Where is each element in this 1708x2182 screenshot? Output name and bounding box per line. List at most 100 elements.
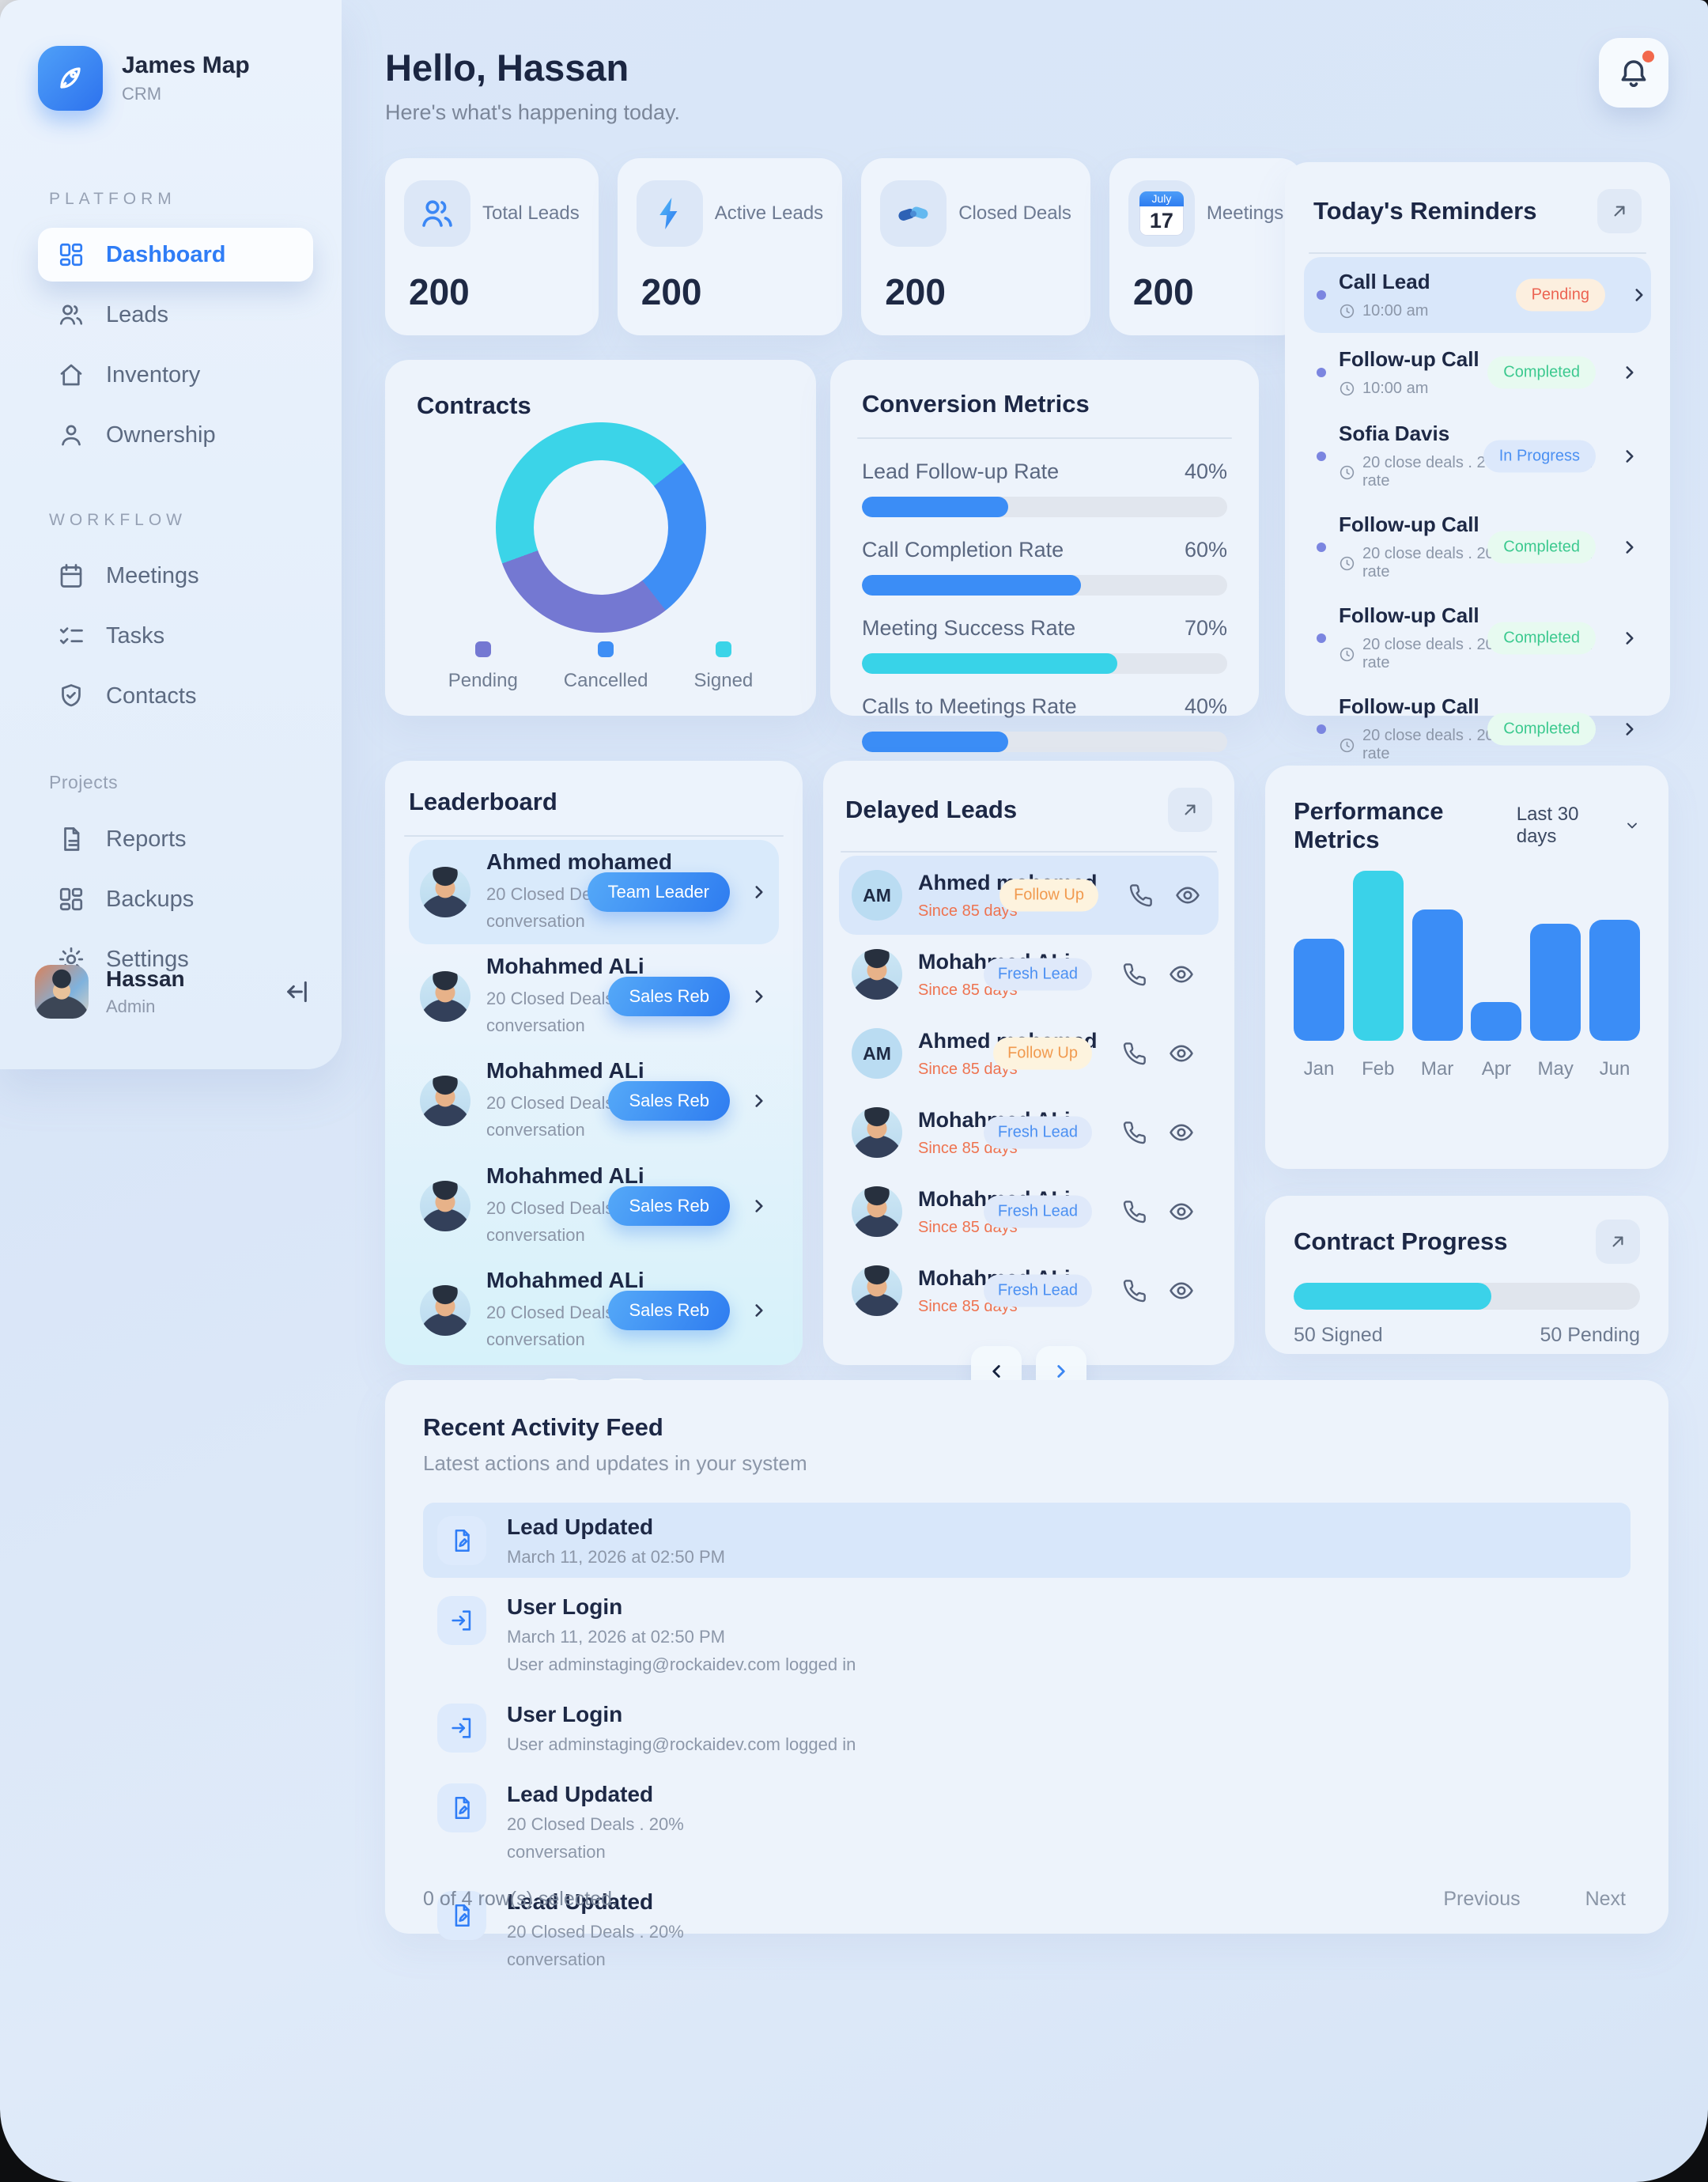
legend-item[interactable]: Cancelled <box>564 641 648 692</box>
phone-icon[interactable] <box>1122 1041 1147 1066</box>
chevron-right-icon[interactable] <box>749 986 769 1007</box>
perf-bar-column: Apr <box>1471 867 1522 1080</box>
sidebar-item[interactable]: Contacts <box>38 669 313 723</box>
lightning-icon <box>659 198 678 229</box>
chevron-right-icon[interactable] <box>1619 362 1640 383</box>
activity-item[interactable]: Lead Updated 20 Closed Deals . 20% conver… <box>423 1878 1631 1980</box>
open-delayed-leads-button[interactable] <box>1168 788 1212 832</box>
perf-bar[interactable] <box>1411 909 1463 1041</box>
notifications-button[interactable] <box>1599 38 1668 108</box>
user-profile[interactable]: Hassan Admin <box>35 965 315 1019</box>
date-range-select[interactable]: Last 30 days <box>1517 804 1640 848</box>
stat-value: 200 <box>640 271 702 312</box>
phone-icon[interactable] <box>1128 883 1154 908</box>
delayed-lead-row[interactable]: Mohahmed ALi Since 85 days Fresh Lead <box>845 1093 1212 1172</box>
sidebar-item[interactable]: Ownership <box>38 408 313 462</box>
legend-item[interactable]: Pending <box>448 641 518 692</box>
avatar <box>420 1284 470 1336</box>
reminder-item[interactable]: Follow-up Call 20 close deals . 20% Conv… <box>1313 501 1642 592</box>
handshake-icon <box>898 206 928 221</box>
bullet-dot <box>1317 451 1326 461</box>
activity-item[interactable]: User Login User adminstaging@rockaidev.c… <box>423 1690 1631 1765</box>
leaderboard-row[interactable]: Mohahmed ALi 20 Closed Deals . 20% conve… <box>409 1154 779 1258</box>
calendar-emoji-icon: July 17 <box>1139 191 1184 236</box>
activity-detail: 20 Closed Deals . 20% <box>507 1922 684 1942</box>
leaderboard-row[interactable]: Mohahmed ALi 20 Closed Deals . 20% conve… <box>409 1049 779 1153</box>
chevron-right-icon[interactable] <box>749 1196 769 1216</box>
chevron-right-icon[interactable] <box>1619 537 1640 558</box>
next-button[interactable]: Next <box>1581 1887 1631 1912</box>
delayed-lead-row[interactable]: Mohahmed ALi Since 85 days Fresh Lead <box>845 935 1212 1014</box>
activity-item[interactable]: Lead Updated 20 Closed Deals . 20% conver… <box>423 1770 1631 1873</box>
open-reminders-button[interactable] <box>1597 189 1642 233</box>
sidebar-item[interactable]: Settings <box>38 932 313 986</box>
reminder-item[interactable]: Call Lead 10:00 am Pending <box>1304 257 1651 333</box>
eye-icon[interactable] <box>1168 1040 1195 1067</box>
lead-status-badge: Fresh Lead <box>983 1195 1092 1228</box>
chevron-right-icon[interactable] <box>749 1091 769 1111</box>
reminder-item[interactable]: Follow-up Call 10:00 am Completed <box>1313 335 1642 410</box>
sidebar-item[interactable]: Dashboard <box>38 228 313 282</box>
stat-card[interactable]: July 17 Meetings 200 <box>1109 158 1303 335</box>
collapse-sidebar-icon[interactable] <box>283 976 315 1008</box>
sidebar-item[interactable]: Backups <box>38 872 313 926</box>
contract-progress-track <box>1294 1283 1640 1310</box>
previous-button[interactable]: Previous <box>1438 1887 1525 1912</box>
stat-card[interactable]: Closed Deals 200 <box>861 158 1090 335</box>
reminder-item[interactable]: Sofia Davis 20 close deals . 20% Convers… <box>1313 410 1642 501</box>
delayed-lead-row[interactable]: AM Ahmed mohamed Since 85 days Follow Up <box>839 856 1219 935</box>
open-contract-progress-button[interactable] <box>1596 1220 1640 1264</box>
eye-icon[interactable] <box>1168 1198 1195 1225</box>
chevron-right-icon[interactable] <box>749 1300 769 1321</box>
perf-plot: Jan Feb Mar Apr May Jun <box>1294 867 1640 1080</box>
leaderboard-row[interactable]: Mohahmed ALi 20 Closed Deals . 20% conve… <box>409 1258 779 1363</box>
eye-icon[interactable] <box>1168 1119 1195 1146</box>
chevron-right-icon[interactable] <box>1629 285 1649 305</box>
phone-icon[interactable] <box>1122 1278 1147 1303</box>
panel-title: Contracts <box>417 391 531 419</box>
eye-icon[interactable] <box>1174 882 1201 909</box>
phone-icon[interactable] <box>1122 962 1147 987</box>
activity-detail: conversation <box>507 1949 606 1969</box>
panel-title: Contract Progress <box>1294 1227 1508 1255</box>
activity-item[interactable]: Lead Updated March 11, 2026 at 02:50 PM <box>423 1503 1631 1578</box>
eye-icon[interactable] <box>1168 961 1195 988</box>
contracts-donut[interactable] <box>495 422 706 633</box>
reminder-item[interactable]: Follow-up Call 20 close deals . 20% Conv… <box>1313 683 1642 774</box>
sidebar-item[interactable]: Tasks <box>38 609 313 663</box>
perf-bar[interactable] <box>1530 924 1581 1041</box>
home-icon <box>60 364 82 386</box>
sidebar-item[interactable]: Inventory <box>38 348 313 402</box>
delayed-lead-row[interactable]: AM Ahmed mohamed Since 85 days Follow Up <box>845 1014 1212 1093</box>
activity-item[interactable]: User Login March 11, 2026 at 02:50 PM Use… <box>423 1583 1631 1685</box>
perf-bar-column: May <box>1530 867 1581 1080</box>
sidebar-item[interactable]: Meetings <box>38 549 313 603</box>
perf-bar[interactable] <box>1471 1002 1522 1041</box>
perf-bar[interactable] <box>1352 871 1404 1041</box>
perf-bar[interactable] <box>1589 920 1640 1041</box>
greeting-subtitle: Here's what's happening today. <box>385 100 681 124</box>
phone-icon[interactable] <box>1122 1199 1147 1224</box>
legend-item[interactable]: Signed <box>694 641 753 692</box>
chevron-right-icon[interactable] <box>1619 628 1640 649</box>
stat-card[interactable]: Total Leads 200 <box>385 158 599 335</box>
delayed-lead-row[interactable]: Mohahmed ALi Since 85 days Fresh Lead <box>845 1251 1212 1330</box>
leaderboard-row[interactable]: Ahmed mohamed 20 Closed Deals . 20% conv… <box>409 840 779 945</box>
perf-bar[interactable] <box>1294 939 1344 1041</box>
sidebar-item[interactable]: Reports <box>38 812 313 866</box>
chevron-right-icon[interactable] <box>749 882 769 902</box>
chevron-right-icon[interactable] <box>1619 719 1640 739</box>
bullet-dot <box>1317 290 1326 300</box>
metric-row: Meeting Success Rate 70% <box>862 616 1227 674</box>
activity-title: User Login <box>507 1594 623 1619</box>
eye-icon[interactable] <box>1168 1277 1195 1304</box>
reminder-item[interactable]: Follow-up Call 20 close deals . 20% Conv… <box>1313 592 1642 683</box>
status-badge: Pending <box>1515 278 1605 312</box>
delayed-lead-row[interactable]: Mohahmed ALi Since 85 days Fresh Lead <box>845 1172 1212 1251</box>
chevron-right-icon[interactable] <box>1619 446 1640 467</box>
phone-icon[interactable] <box>1122 1120 1147 1145</box>
lead-status-badge: Fresh Lead <box>983 1274 1092 1307</box>
stat-card[interactable]: Active Leads 200 <box>617 158 843 335</box>
leaderboard-row[interactable]: Mohahmed ALi 20 Closed Deals . 20% conve… <box>409 944 779 1049</box>
sidebar-item[interactable]: Leads <box>38 288 313 342</box>
